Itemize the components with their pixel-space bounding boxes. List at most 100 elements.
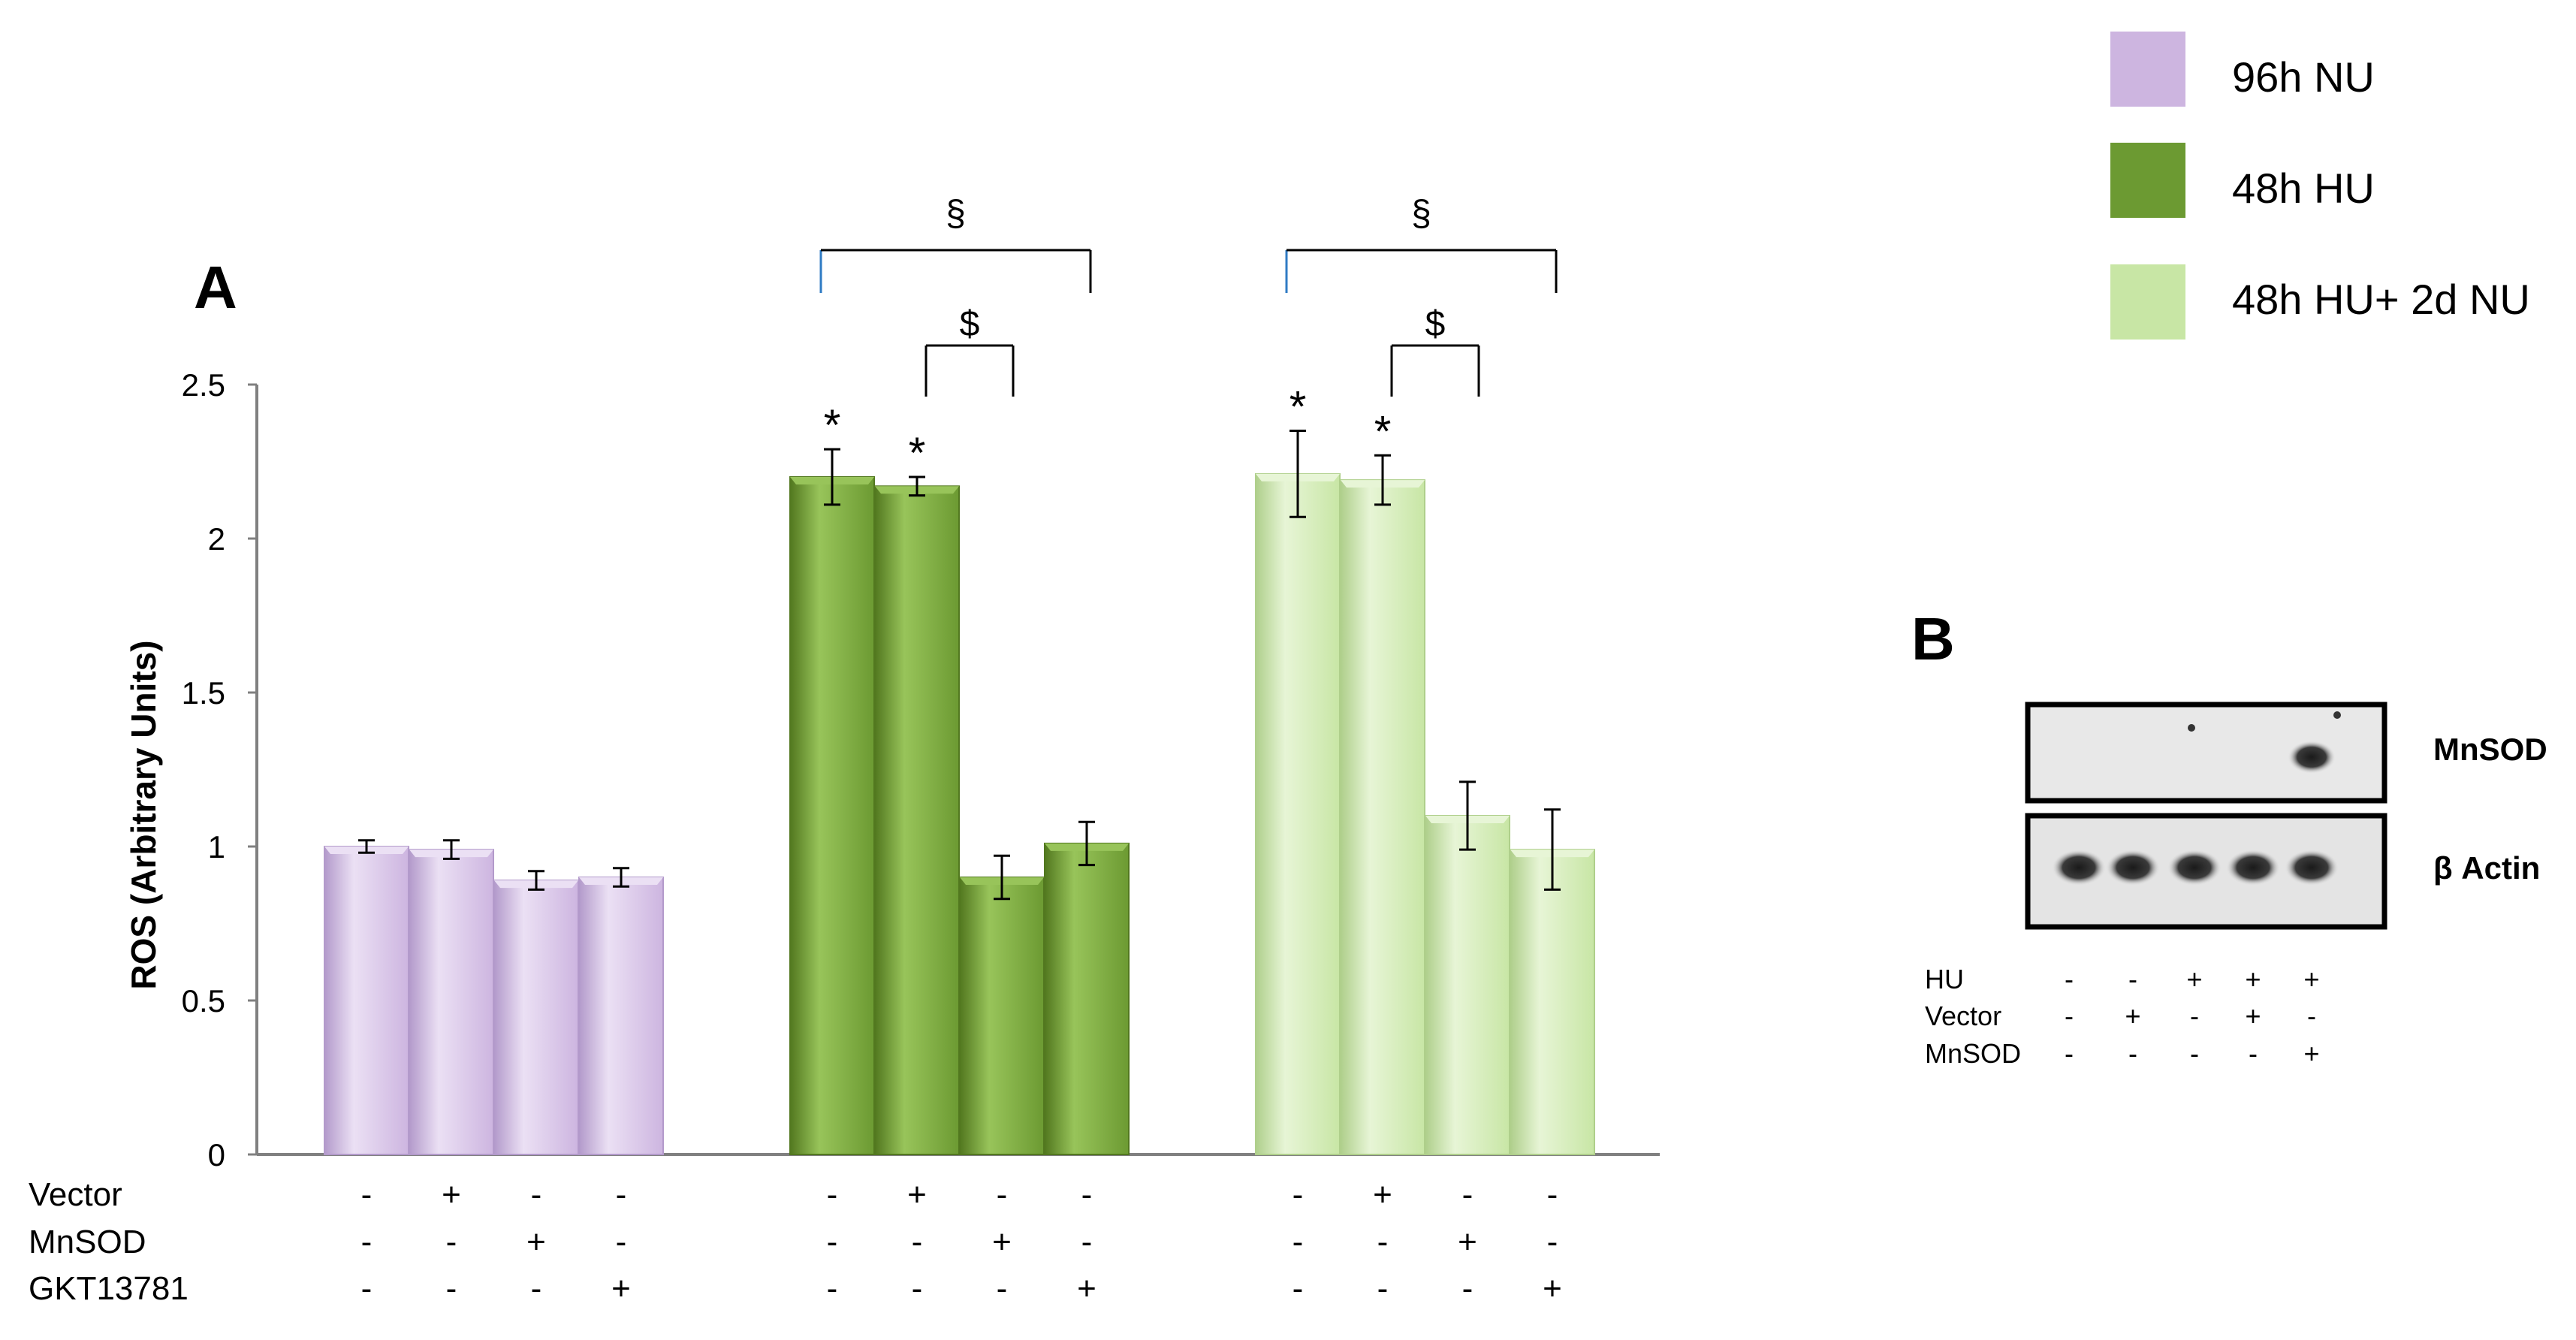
blot-condition-label: MnSOD — [1925, 1038, 2021, 1069]
condition-sign: - — [446, 1224, 457, 1260]
blot-condition-sign: - — [2190, 1000, 2199, 1031]
condition-sign: - — [1293, 1224, 1304, 1260]
blot-condition-label: HU — [1925, 964, 1964, 994]
significance-star: * — [1374, 407, 1392, 456]
condition-sign: - — [912, 1224, 923, 1260]
blot-condition-table: HU - - + + + Vector - + - + - MnSOD - - - - + — [1925, 964, 2320, 1069]
significance-star: * — [824, 401, 841, 450]
blot-condition-sign: + — [2303, 1038, 2319, 1069]
y-tick-label: 2 — [208, 521, 225, 557]
bracket-symbol: $ — [1425, 304, 1446, 344]
condition-sign: + — [526, 1224, 546, 1260]
condition-sign: - — [1081, 1224, 1093, 1260]
actin-band — [2052, 850, 2106, 886]
panel-b-label: B — [1911, 605, 1955, 672]
blot-speck — [2188, 724, 2195, 732]
blot-speck — [2333, 711, 2341, 719]
actin-band — [2106, 850, 2160, 886]
condition-table: Vector - + - - - + - - - + - - MnSOD - - + - - - + - - - + - GKT13… — [29, 1176, 1562, 1307]
condition-sign: - — [827, 1270, 838, 1307]
y-ticks: 0 0.5 1 1.5 2 2.5 — [182, 367, 257, 1172]
condition-sign: - — [1547, 1224, 1558, 1260]
condition-sign: - — [531, 1176, 542, 1213]
blot-label-mnsod: MnSOD — [2433, 732, 2547, 767]
blot-condition-sign: - — [2190, 1038, 2199, 1069]
blot-condition-sign: + — [2186, 964, 2202, 994]
condition-sign: - — [1377, 1224, 1389, 1260]
y-tick-label: 0 — [208, 1137, 225, 1172]
condition-sign: - — [827, 1224, 838, 1260]
blot-condition-sign: - — [2065, 1000, 2074, 1031]
blot-condition-sign: - — [2065, 1038, 2074, 1069]
significance-brackets: § $ § $ — [819, 194, 1558, 397]
y-tick-label: 2.5 — [182, 367, 225, 403]
condition-sign: + — [907, 1176, 927, 1213]
bracket-symbol: $ — [960, 304, 980, 344]
condition-label: Vector — [29, 1176, 122, 1213]
blot-label-actin: β Actin — [2433, 850, 2540, 886]
legend-swatch-48h-hu-2d-nu — [2110, 264, 2185, 340]
condition-sign: + — [1458, 1224, 1477, 1260]
condition-sign: - — [361, 1224, 373, 1260]
y-tick-label: 1 — [208, 829, 225, 865]
condition-sign: - — [531, 1270, 542, 1307]
significance-star: * — [909, 429, 926, 478]
bar — [789, 476, 875, 1155]
bracket-symbol: § — [946, 194, 966, 234]
blot-condition-sign: + — [2125, 1000, 2140, 1031]
bar — [578, 877, 664, 1155]
condition-sign: - — [997, 1176, 1008, 1213]
condition-sign: - — [361, 1176, 373, 1213]
y-tick-label: 1.5 — [182, 675, 225, 711]
significance-star: * — [1290, 383, 1307, 432]
bar — [1425, 815, 1510, 1155]
blot-actin-bands — [2052, 850, 2339, 886]
condition-sign: + — [1373, 1176, 1392, 1213]
bar — [874, 485, 960, 1155]
condition-sign: - — [827, 1176, 838, 1213]
actin-band — [2226, 850, 2280, 886]
legend-label-96h-nu: 96h NU — [2232, 53, 2375, 101]
condition-sign: - — [1081, 1176, 1093, 1213]
condition-label: MnSOD — [29, 1224, 146, 1260]
bar — [1255, 472, 1341, 1155]
bars: * * * * — [324, 383, 1595, 1156]
condition-sign: - — [1547, 1176, 1558, 1213]
condition-sign: - — [997, 1270, 1008, 1307]
blot-mnsod-band — [2288, 741, 2336, 774]
bar — [959, 877, 1045, 1155]
bar — [493, 880, 579, 1155]
blot-condition-sign: + — [2245, 964, 2261, 994]
condition-sign: + — [1077, 1270, 1096, 1307]
bar — [1340, 479, 1425, 1155]
bar — [1510, 849, 1595, 1155]
condition-sign: + — [1543, 1270, 1562, 1307]
condition-sign: - — [1377, 1270, 1389, 1307]
legend-swatch-48h-hu — [2110, 143, 2185, 218]
legend-swatch-96h-nu — [2110, 32, 2185, 107]
condition-sign: - — [1293, 1270, 1304, 1307]
condition-sign: - — [361, 1270, 373, 1307]
blot-condition-sign: - — [2065, 964, 2074, 994]
legend-label-48h-hu: 48h HU — [2232, 164, 2375, 212]
condition-sign: - — [446, 1270, 457, 1307]
bar — [1044, 842, 1130, 1156]
condition-label: GKT13781 — [29, 1270, 189, 1307]
condition-sign: - — [1462, 1176, 1474, 1213]
blot-condition-sign: - — [2128, 1038, 2137, 1069]
y-tick-label: 0.5 — [182, 983, 225, 1019]
bar — [409, 849, 494, 1155]
condition-sign: + — [442, 1176, 461, 1213]
actin-band — [2285, 850, 2339, 886]
panel-a-label: A — [194, 254, 237, 321]
blot-condition-sign: + — [2245, 1000, 2261, 1031]
condition-sign: - — [616, 1224, 627, 1260]
bar — [324, 846, 409, 1155]
legend: 96h NU 48h HU 48h HU+ 2d NU — [2110, 32, 2530, 340]
blot-condition-sign: + — [2303, 964, 2319, 994]
condition-sign: - — [912, 1270, 923, 1307]
y-axis-label: ROS (Arbitrary Units) — [124, 640, 163, 989]
blot-condition-sign: - — [2128, 964, 2137, 994]
condition-sign: - — [616, 1176, 627, 1213]
